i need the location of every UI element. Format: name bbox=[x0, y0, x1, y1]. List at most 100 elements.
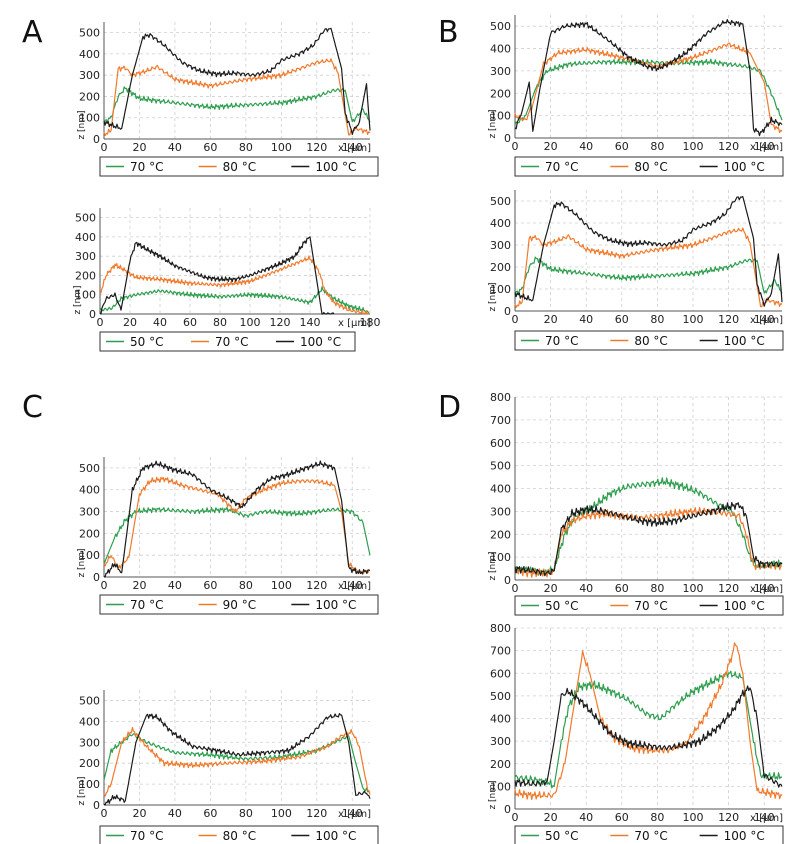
x-tick-label: 140 bbox=[754, 140, 775, 153]
y-tick-label: 0 bbox=[504, 803, 511, 816]
legend-box bbox=[99, 594, 379, 615]
legend-label: 80 °C bbox=[223, 160, 256, 174]
legend-box bbox=[514, 330, 784, 351]
series-line-80c bbox=[103, 727, 371, 797]
y-axis-label: z [nm] bbox=[488, 282, 498, 311]
y-tick-label: 400 bbox=[490, 43, 511, 56]
legend-label: 70 °C bbox=[130, 160, 163, 174]
x-tick-label: 100 bbox=[271, 141, 292, 154]
y-tick-label: 300 bbox=[75, 250, 96, 263]
x-tick-label: 100 bbox=[271, 579, 292, 592]
legend-box bbox=[99, 156, 379, 177]
x-tick-label: 80 bbox=[213, 316, 227, 329]
y-tick-label: 300 bbox=[79, 69, 100, 82]
x-tick-label: 0 bbox=[512, 313, 519, 326]
y-tick-label: 300 bbox=[490, 239, 511, 252]
x-tick-label: 140 bbox=[754, 313, 775, 326]
legend-label: 80 °C bbox=[634, 334, 667, 348]
legend-label: 50 °C bbox=[130, 335, 163, 349]
x-tick-label: 120 bbox=[718, 811, 739, 824]
series-line-100c bbox=[103, 713, 371, 806]
legend-label: 80 °C bbox=[223, 829, 256, 843]
y-tick-label: 300 bbox=[79, 506, 100, 519]
y-tick-label: 200 bbox=[79, 90, 100, 103]
x-tick-label: 40 bbox=[579, 313, 593, 326]
x-axis-label: x [µm] bbox=[750, 315, 783, 326]
y-tick-label: 0 bbox=[504, 305, 511, 318]
x-tick-label: 40 bbox=[579, 811, 593, 824]
x-tick-label: 20 bbox=[132, 807, 146, 820]
y-tick-label: 200 bbox=[490, 87, 511, 100]
x-tick-label: 60 bbox=[203, 141, 217, 154]
x-tick-label: 60 bbox=[203, 579, 217, 592]
y-tick-label: 200 bbox=[490, 758, 511, 771]
series-line-100c bbox=[514, 685, 783, 788]
series-line-70c bbox=[514, 256, 783, 295]
series-line-100c bbox=[514, 501, 783, 577]
legend-label: 70 °C bbox=[545, 160, 578, 174]
series-line-70c bbox=[103, 86, 371, 123]
x-tick-label: 180 bbox=[360, 316, 381, 329]
y-tick-label: 200 bbox=[79, 757, 100, 770]
chart-d2: 0 100 200 300 400 500 600 700 800 0 20 40 60 80 100 120… bbox=[488, 622, 784, 844]
series-line-100c bbox=[103, 460, 371, 578]
y-tick-label: 100 bbox=[79, 549, 100, 562]
legend-label: 100 °C bbox=[315, 829, 356, 843]
panel-letter-d: D bbox=[438, 390, 462, 425]
y-axis-label: z [nm] bbox=[73, 285, 83, 314]
y-tick-label: 700 bbox=[490, 414, 511, 427]
y-tick-label: 600 bbox=[490, 667, 511, 680]
legend-label: 70 °C bbox=[130, 598, 163, 612]
chart-c2: 0 100 200 300 400 500 0 20 40 60 80 100 120 140 z [nm]… bbox=[77, 690, 379, 844]
y-axis-label: z [nm] bbox=[77, 776, 87, 805]
x-axis-label: x [µm] bbox=[338, 581, 371, 592]
y-tick-label: 500 bbox=[79, 27, 100, 40]
x-tick-label: 20 bbox=[544, 811, 558, 824]
legend-label: 70 °C bbox=[215, 335, 248, 349]
x-tick-label: 40 bbox=[579, 582, 593, 595]
legend-label: 100 °C bbox=[315, 160, 356, 174]
y-tick-label: 400 bbox=[490, 483, 511, 496]
x-tick-label: 140 bbox=[300, 316, 321, 329]
legend-box bbox=[514, 595, 784, 616]
series-line-100c bbox=[103, 27, 371, 135]
x-tick-label: 40 bbox=[168, 141, 182, 154]
y-tick-label: 0 bbox=[93, 799, 100, 812]
y-tick-label: 700 bbox=[490, 645, 511, 658]
legend-label: 90 °C bbox=[223, 598, 256, 612]
legend-label: 100 °C bbox=[724, 599, 765, 613]
y-tick-label: 100 bbox=[490, 551, 511, 564]
y-tick-label: 100 bbox=[490, 283, 511, 296]
x-tick-label: 40 bbox=[168, 807, 182, 820]
y-tick-label: 400 bbox=[490, 713, 511, 726]
legend-label: 100 °C bbox=[724, 160, 765, 174]
y-tick-label: 300 bbox=[490, 505, 511, 518]
series-line-50c bbox=[514, 670, 783, 789]
x-tick-label: 20 bbox=[123, 316, 137, 329]
y-tick-label: 500 bbox=[490, 195, 511, 208]
x-tick-label: 120 bbox=[718, 313, 739, 326]
x-tick-label: 20 bbox=[544, 582, 558, 595]
series-line-70c bbox=[514, 507, 783, 578]
legend-box bbox=[99, 825, 379, 844]
y-tick-label: 500 bbox=[490, 460, 511, 473]
chart-a2: 0 100 200 300 400 500 0 20 40 60 80 100 120 140 180 z [… bbox=[73, 208, 381, 352]
y-tick-label: 400 bbox=[490, 217, 511, 230]
x-tick-label: 140 bbox=[342, 579, 363, 592]
x-tick-label: 20 bbox=[544, 140, 558, 153]
y-tick-label: 100 bbox=[75, 289, 96, 302]
legend-label: 70 °C bbox=[545, 334, 578, 348]
x-axis-label: x [µm] bbox=[750, 584, 783, 595]
legend-label: 100 °C bbox=[315, 598, 356, 612]
x-tick-label: 0 bbox=[101, 141, 108, 154]
series-line-50c bbox=[99, 286, 370, 315]
y-axis-label: z [nm] bbox=[488, 109, 498, 138]
x-tick-label: 60 bbox=[615, 582, 629, 595]
y-tick-label: 400 bbox=[79, 48, 100, 61]
x-tick-label: 120 bbox=[306, 579, 327, 592]
chart-c1: 0 100 200 300 400 500 0 20 40 60 80 100 120 140 z [nm]… bbox=[77, 457, 379, 615]
x-tick-label: 20 bbox=[132, 141, 146, 154]
y-tick-label: 300 bbox=[490, 65, 511, 78]
series-line-70c bbox=[514, 58, 783, 125]
